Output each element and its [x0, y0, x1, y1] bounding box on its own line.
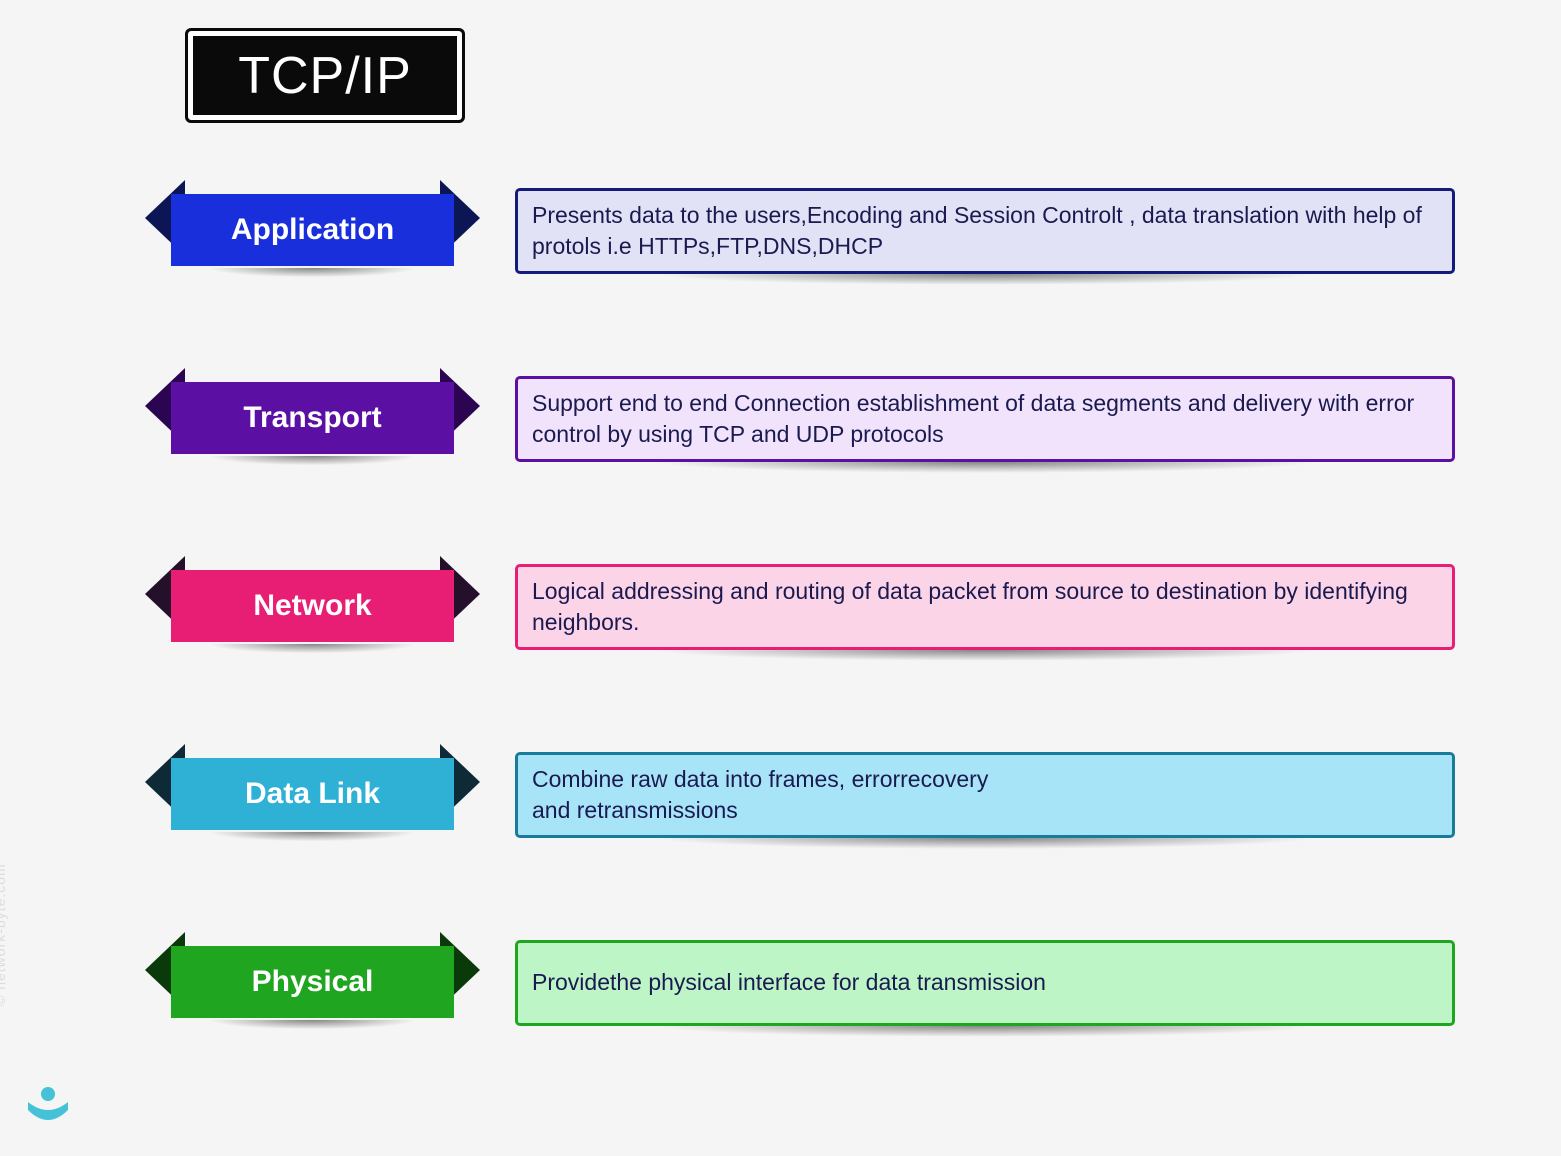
ribbon-shadow	[165, 832, 460, 854]
layer-label: Physical	[171, 946, 454, 1018]
layer-description-text: Combine raw data into frames, errorrecov…	[532, 764, 988, 826]
layer-row: Physical Providethe physical interface fo…	[145, 922, 1505, 1042]
layer-description-text: Presents data to the users,Encoding and …	[532, 200, 1438, 262]
description-shadow	[515, 1026, 1455, 1050]
layer-description-text: Providethe physical interface for data t…	[532, 967, 1046, 998]
layer-label: Data Link	[171, 758, 454, 830]
layer-label: Application	[171, 194, 454, 266]
layer-row: Network Logical addressing and routing of…	[145, 546, 1505, 666]
layer-label: Transport	[171, 382, 454, 454]
layer-ribbon: Transport	[145, 358, 480, 478]
layer-ribbon: Physical	[145, 922, 480, 1042]
layer-row: Transport Support end to end Connection e…	[145, 358, 1505, 478]
layer-ribbon: Data Link	[145, 734, 480, 854]
layer-row: Data Link Combine raw data into frames, e…	[145, 734, 1505, 854]
layer-label: Network	[171, 570, 454, 642]
layer-description: Logical addressing and routing of data p…	[515, 564, 1455, 650]
layer-description: Combine raw data into frames, errorrecov…	[515, 752, 1455, 838]
layer-ribbon: Application	[145, 170, 480, 290]
description-shadow	[515, 650, 1455, 674]
title-badge: TCP/IP	[185, 28, 465, 123]
layer-description: Support end to end Connection establishm…	[515, 376, 1455, 462]
layer-description: Providethe physical interface for data t…	[515, 940, 1455, 1026]
layer-description-text: Logical addressing and routing of data p…	[532, 576, 1438, 638]
description-shadow	[515, 838, 1455, 862]
ribbon-shadow	[165, 268, 460, 290]
description-shadow	[515, 274, 1455, 298]
ribbon-shadow	[165, 456, 460, 478]
description-shadow	[515, 462, 1455, 486]
site-logo-icon	[20, 1082, 76, 1138]
title-text: TCP/IP	[238, 46, 412, 106]
ribbon-shadow	[165, 644, 460, 666]
ribbon-shadow	[165, 1020, 460, 1042]
layer-ribbon: Network	[145, 546, 480, 666]
layer-row: Application Presents data to the users,En…	[145, 170, 1505, 290]
layer-description: Presents data to the users,Encoding and …	[515, 188, 1455, 274]
watermark-text: © network-byte.com	[0, 863, 8, 1006]
layer-description-text: Support end to end Connection establishm…	[532, 388, 1438, 450]
